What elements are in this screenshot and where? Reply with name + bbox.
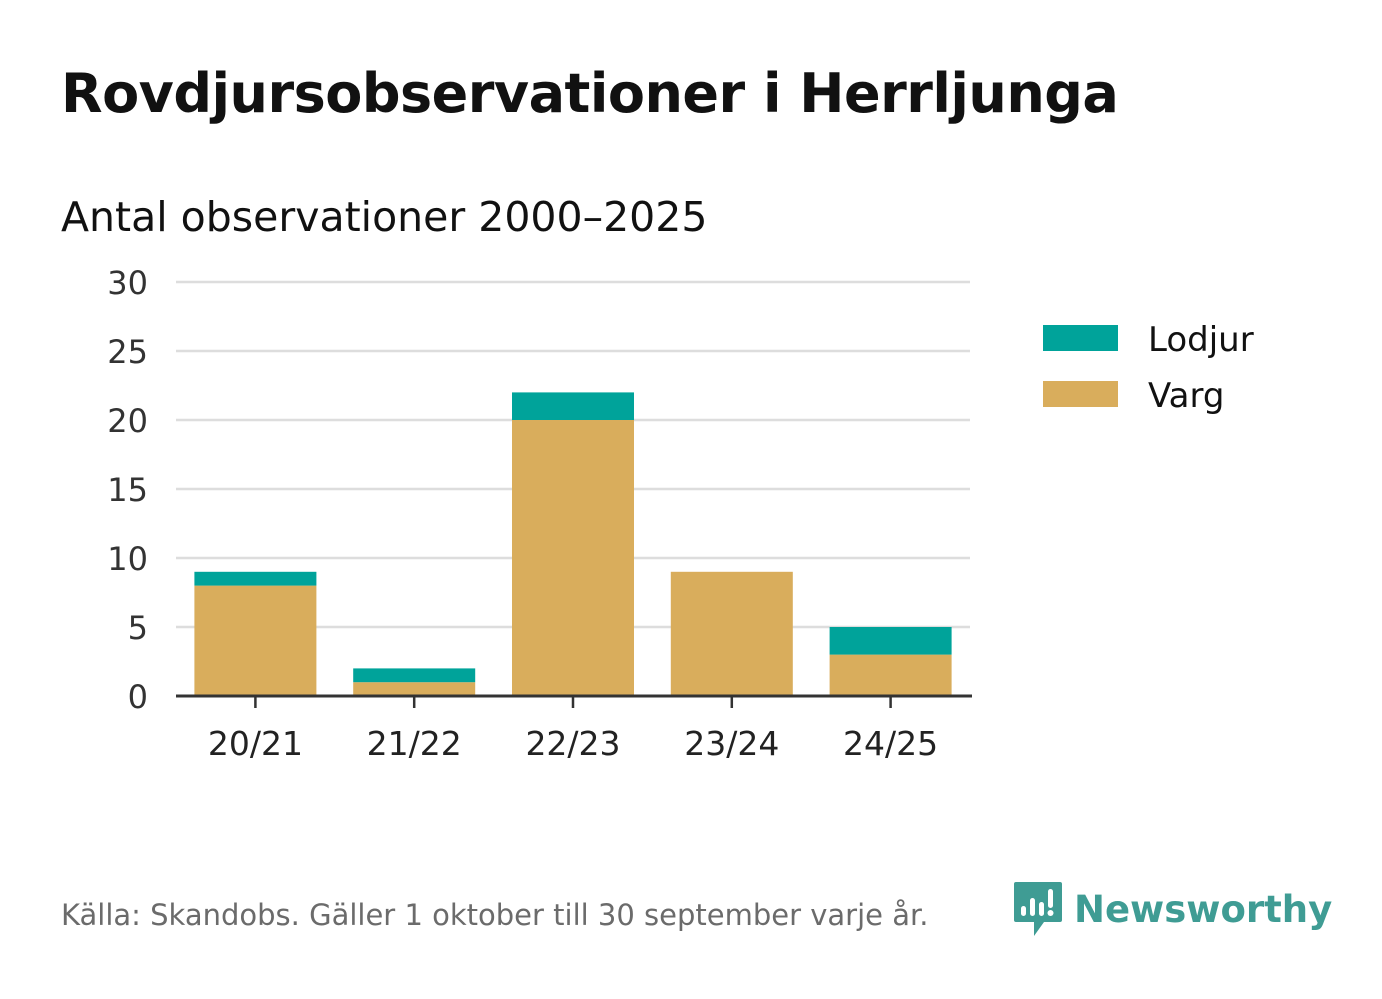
- grid-lines: 0 5 10 15 20 25 30: [107, 264, 970, 716]
- x-tick-label: 23/24: [684, 724, 779, 763]
- y-tick-label: 15: [107, 471, 148, 509]
- bar-lodjur-21-22: [353, 668, 476, 683]
- x-tick-label: 21/22: [367, 724, 462, 763]
- bar-lodjur-20-21: [194, 571, 317, 586]
- source-note: Källa: Skandobs. Gäller 1 oktober till 3…: [61, 898, 929, 932]
- x-tick-label: 20/21: [208, 724, 303, 763]
- y-tick-label: 0: [128, 678, 148, 716]
- newsworthy-logo: Newsworthy: [1012, 880, 1332, 938]
- y-tick-label: 5: [128, 609, 148, 647]
- bar-varg-22-23: [512, 420, 634, 696]
- y-tick-label: 20: [107, 402, 148, 440]
- legend-swatch-varg: [1043, 381, 1118, 407]
- y-tick-label: 10: [107, 540, 148, 578]
- bar-lodjur-24-25: [829, 627, 952, 655]
- bar-lodjur-22-23: [512, 392, 634, 420]
- y-tick-label: 25: [107, 333, 148, 371]
- bar-varg-24-25: [829, 654, 952, 696]
- chart-title: Rovdjursobservationer i Herrljunga: [61, 62, 1119, 125]
- x-tick-label: 22/23: [525, 724, 620, 763]
- newsworthy-logo-icon: [1014, 882, 1062, 936]
- legend-label-varg: Varg: [1148, 376, 1224, 416]
- legend: Lodjur Varg: [1043, 320, 1254, 416]
- bars: [194, 392, 952, 696]
- bar-varg-23-24: [670, 571, 793, 696]
- legend-swatch-lodjur: [1043, 325, 1118, 351]
- legend-label-lodjur: Lodjur: [1148, 320, 1254, 360]
- x-tick-label: 24/25: [843, 724, 938, 763]
- brand-name: Newsworthy: [1074, 887, 1333, 931]
- y-tick-label: 30: [107, 264, 148, 302]
- bar-varg-20-21: [194, 585, 317, 696]
- bar-varg-21-22: [353, 682, 476, 696]
- chart-subtitle: Antal observationer 2000–2025: [61, 193, 708, 241]
- x-axis: 20/21 21/22 22/23 23/24 24/25: [176, 694, 972, 763]
